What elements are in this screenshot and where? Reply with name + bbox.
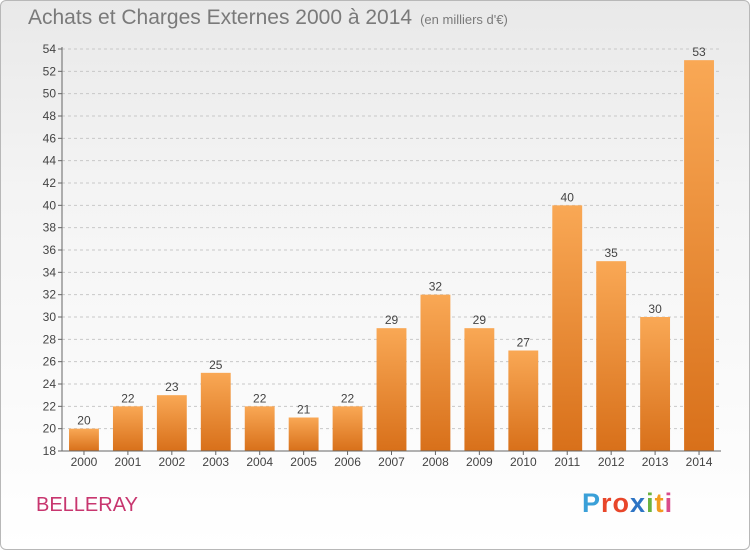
y-tick-label: 48 [43,109,57,123]
x-tick-label: 2000 [71,455,98,469]
x-tick-label: 2010 [510,455,537,469]
bar-2005 [288,417,319,451]
data-label: 29 [473,313,487,327]
x-tick-label: 2001 [115,455,142,469]
logo-letter: r [601,488,613,518]
bar-2002 [156,395,187,451]
y-tick-label: 38 [43,221,57,235]
bar-2000 [69,428,99,451]
x-tick-label: 2004 [246,455,273,469]
data-label: 22 [341,391,355,405]
y-tick-label: 24 [43,377,57,391]
y-tick-label: 36 [43,243,57,257]
chart-subtitle: (en milliers d'€) [420,12,508,27]
x-tick-label: 2003 [202,455,229,469]
data-label: 27 [517,336,531,350]
bar-2012 [596,261,627,451]
x-tick-label: 2013 [642,455,669,469]
y-axis-ticks: 18 20 22 24 26 28 30 32 34 36 38 40 42 44 46 48 50 52 54 [43,42,62,458]
y-tick-label: 42 [43,176,57,190]
x-tick-label: 2011 [554,455,580,469]
y-tick-label: 46 [43,131,57,145]
bar-2010 [508,350,539,451]
bar-2013 [640,317,671,451]
y-tick-label: 40 [43,198,57,212]
data-label: 30 [648,302,662,316]
location-label: BELLERAY [36,494,138,516]
y-tick-label: 54 [43,42,57,56]
chart-title: Achats et Charges Externes 2000 à 2014 (e… [28,6,508,30]
bars [69,60,714,452]
data-label: 40 [561,190,575,204]
logo-letter: x [630,488,647,518]
bar-2014 [684,60,714,452]
data-label: 21 [297,403,311,417]
data-label: 29 [385,313,399,327]
x-tick-label: 2012 [598,455,625,469]
x-tick-label: 2014 [686,455,713,469]
data-label: 23 [165,380,179,394]
y-tick-label: 34 [43,265,57,279]
y-tick-label: 22 [43,399,57,413]
data-label: 35 [604,246,618,260]
x-axis-ticks: 2000 2001 2002 2003 2004 2005 2006 2007 2008 2009… [71,451,713,469]
y-tick-label: 20 [43,422,57,436]
logo-letter: o [612,488,631,518]
data-label: 32 [429,280,443,294]
x-tick-label: 2009 [466,455,493,469]
data-label: 22 [121,391,135,405]
x-tick-label: 2008 [422,455,449,469]
logo-letter: t [654,488,665,518]
bar-2003 [200,372,231,451]
x-tick-label: 2002 [158,455,185,469]
bar-2009 [464,328,495,451]
logo-letter: i [664,488,674,518]
title-text: Achats et Charges Externes 2000 à 2014 [28,6,413,29]
data-label: 25 [209,358,223,372]
data-label: 20 [77,414,91,428]
y-tick-label: 28 [43,332,57,346]
logo-letter: P [582,488,602,518]
bar-2001 [112,406,143,451]
y-tick-label: 26 [43,355,57,369]
logo-letter: i [646,488,655,518]
y-tick-label: 44 [43,154,57,168]
y-tick-label: 30 [43,310,57,324]
bar-2004 [244,406,275,451]
y-tick-label: 32 [43,288,57,302]
bar-2007 [376,328,407,451]
y-tick-label: 50 [43,87,57,101]
x-tick-label: 2007 [378,455,405,469]
x-tick-label: 2006 [334,455,361,469]
bar-2008 [420,294,451,451]
data-labels: 20 22 23 25 22 21 22 29 32 29 27 40 35 30 53 [77,45,706,428]
bar-2011 [552,205,583,451]
y-tick-label: 52 [43,64,57,78]
data-label: 53 [692,45,706,59]
y-tick-label: 18 [43,444,57,458]
x-tick-label: 2005 [290,455,317,469]
brand-logo: Proxiti [582,488,673,519]
data-label: 22 [253,391,267,405]
bar-2006 [332,406,363,451]
